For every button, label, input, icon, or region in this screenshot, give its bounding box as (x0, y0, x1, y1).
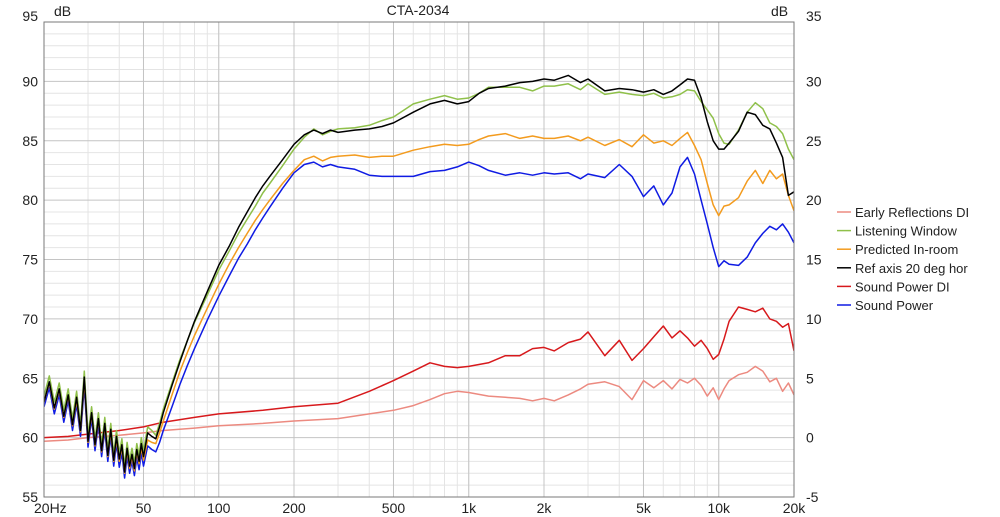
right-tick-label: 35 (806, 8, 822, 24)
x-tick-label: 50 (136, 500, 152, 516)
series-line-sound-power-di (44, 306, 794, 439)
grid-major (44, 22, 794, 497)
legend-label: Sound Power (855, 298, 934, 313)
right-tick-label: 20 (806, 192, 822, 208)
left-tick-label: 55 (22, 489, 38, 505)
right-axis-unit: dB (771, 3, 788, 19)
right-axis-ticks: -5 0 5 10 15 20 25 30 35 (806, 8, 822, 505)
legend-label: Predicted In-room (855, 242, 958, 257)
x-tick-label: 10k (707, 500, 731, 516)
x-tick-label: 1k (461, 500, 477, 516)
x-tick-label: 2k (537, 500, 553, 516)
right-tick-label: 25 (806, 133, 822, 149)
x-tick-label: 20Hz (34, 500, 67, 516)
series-layer (44, 74, 794, 479)
series-line-ref-axis-20-deg-hor (44, 74, 794, 473)
left-axis-ticks: 55 60 65 70 75 80 85 90 95 (22, 8, 38, 505)
left-tick-label: 85 (22, 133, 38, 149)
legend-label: Listening Window (855, 224, 957, 239)
right-tick-label: 0 (806, 430, 814, 446)
left-tick-label: 80 (22, 192, 38, 208)
right-tick-label: 15 (806, 252, 822, 268)
plot-frame (43, 21, 795, 498)
right-tick-label: 30 (806, 73, 822, 89)
x-tick-label: 200 (282, 500, 306, 516)
legend-label: Early Reflections DI (855, 205, 969, 220)
chart-title: CTA-2034 (387, 2, 450, 18)
legend: Early Reflections DI Listening Window Pred… (837, 205, 969, 313)
right-tick-label: 5 (806, 370, 814, 386)
left-tick-label: 70 (22, 311, 38, 327)
left-tick-label: 75 (22, 252, 38, 268)
x-tick-label: 500 (382, 500, 406, 516)
left-axis-unit: dB (54, 3, 71, 19)
left-tick-label: 60 (22, 430, 38, 446)
legend-label: Sound Power DI (855, 279, 950, 294)
left-tick-label: 65 (22, 370, 38, 386)
right-tick-label: -5 (806, 489, 819, 505)
right-tick-label: 10 (806, 311, 822, 327)
x-axis-ticks: 20Hz 50 100 200 500 1k 2k 5k 10k 20k (34, 500, 806, 516)
series-line-early-reflections-di (44, 365, 794, 442)
legend-label: Ref axis 20 deg hor (855, 261, 968, 276)
left-tick-label: 90 (22, 73, 38, 89)
x-tick-label: 100 (207, 500, 231, 516)
x-tick-label: 20k (783, 500, 807, 516)
left-tick-label: 95 (22, 8, 38, 24)
x-tick-label: 5k (636, 500, 652, 516)
